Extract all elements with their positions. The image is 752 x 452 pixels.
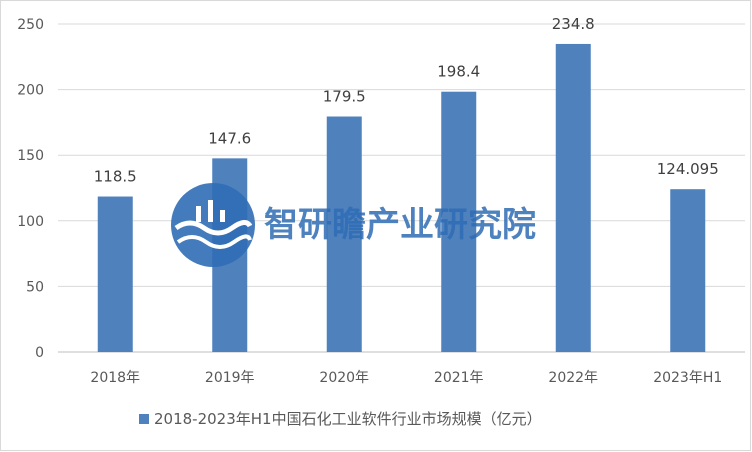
- x-tick-label: 2021年: [434, 370, 484, 386]
- data-labels: 118.5 147.6 179.5 198.4 234.8 124.095: [94, 15, 719, 186]
- y-tick-label: 200: [17, 83, 44, 99]
- x-tick-label: 2019年: [205, 370, 255, 386]
- y-tick-label: 250: [17, 17, 44, 33]
- gridlines: [58, 23, 745, 353]
- x-tick-label: 2022年: [548, 370, 598, 386]
- data-label: 198.4: [437, 63, 480, 81]
- bar: [670, 189, 706, 352]
- legend: 2018-2023年H1中国石化工业软件行业市场规模（亿元）: [139, 410, 542, 428]
- data-label: 124.095: [657, 160, 719, 178]
- data-label: 234.8: [552, 15, 595, 33]
- data-label: 147.6: [208, 129, 251, 147]
- legend-swatch: [139, 414, 149, 424]
- data-label: 179.5: [323, 87, 366, 105]
- watermark-logo-icon: [171, 183, 255, 267]
- y-tick-label: 50: [26, 279, 44, 295]
- bar: [97, 196, 133, 352]
- legend-label: 2018-2023年H1中国石化工业软件行业市场规模（亿元）: [154, 410, 542, 428]
- x-axis-ticks: 2018年 2019年 2020年 2021年 2022年 2023年H1: [90, 370, 722, 386]
- watermark: 智研瞻产业研究院: [171, 183, 536, 267]
- x-tick-label: 2020年: [319, 370, 369, 386]
- y-tick-label: 150: [17, 148, 44, 164]
- x-tick-label: 2018年: [90, 370, 140, 386]
- bar: [441, 91, 477, 352]
- y-axis-ticks: 0 50 100 150 200 250: [17, 17, 44, 361]
- y-tick-label: 0: [35, 345, 44, 361]
- bar: [555, 43, 591, 353]
- data-label: 118.5: [94, 168, 137, 186]
- watermark-text: 智研瞻产业研究院: [264, 205, 536, 245]
- bar: [326, 116, 362, 352]
- y-tick-label: 100: [17, 214, 44, 230]
- x-tick-label: 2023年H1: [653, 370, 722, 386]
